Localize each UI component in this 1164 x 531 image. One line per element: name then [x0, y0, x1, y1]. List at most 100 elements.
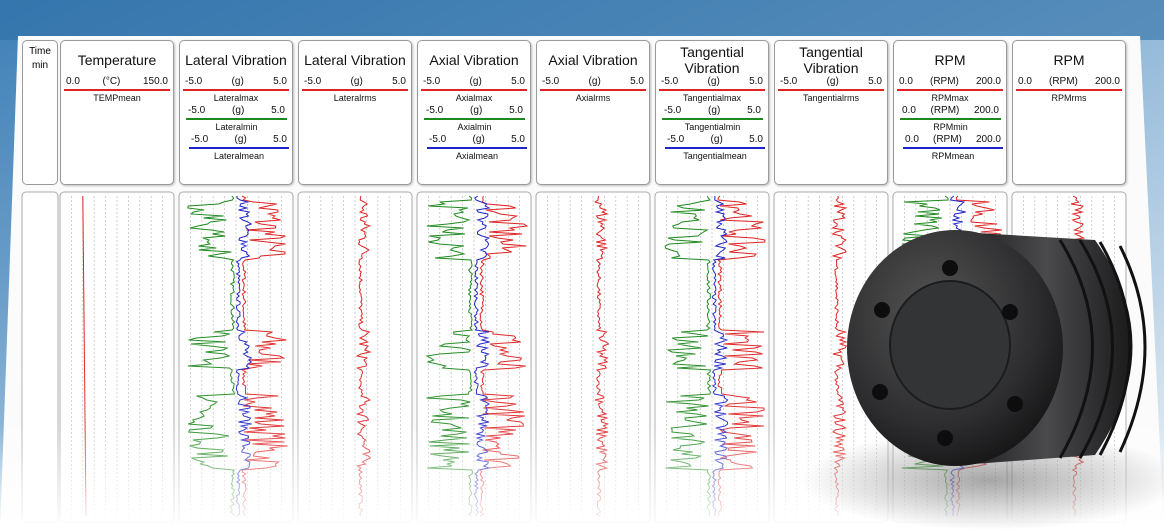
- scale-unit: (g): [472, 134, 485, 145]
- time-header: Time min: [22, 40, 58, 185]
- scale-unit: (g): [826, 76, 839, 87]
- scale-max: 5.0: [511, 76, 525, 87]
- scale-row: -5.0 (g) 5.0: [665, 134, 765, 146]
- scale: -5.0 (g) 5.0 Lateralmin: [186, 105, 287, 134]
- scale: -5.0 (g) 5.0 Lateralmax: [183, 76, 289, 105]
- track-header: Temperature 0.0 (°C) 150.0 TEMPmean: [60, 40, 174, 185]
- scale-min: -5.0: [188, 105, 206, 116]
- scale-row: -5.0 (g) 5.0: [183, 76, 289, 88]
- curve-name: TEMPmean: [93, 93, 141, 103]
- scale-line: [903, 147, 1003, 149]
- scale-unit: (g): [707, 76, 720, 87]
- scale-unit: (RPM): [930, 105, 960, 116]
- scale-max: 5.0: [868, 76, 882, 87]
- scale-row: 0.0 (RPM) 200.0: [897, 76, 1003, 88]
- curve-name: RPMmean: [931, 151, 975, 161]
- track-header: RPM 0.0 (RPM) 200.0 RPMmax 0.0 (RPM) 200.0 RPMmi…: [893, 40, 1007, 185]
- scale-unit: (g): [470, 105, 483, 116]
- scale-row: -5.0 (g) 5.0: [302, 76, 408, 88]
- scale-line: [302, 89, 408, 91]
- scale-min: -5.0: [426, 105, 444, 116]
- scale: 0.0 (RPM) 200.0 RPMmean: [903, 134, 1003, 163]
- scale-unit: (g): [588, 76, 601, 87]
- scale-min: -5.0: [304, 76, 322, 87]
- scale: 0.0 (°C) 150.0 TEMPmean: [64, 76, 170, 105]
- scale-row: -5.0 (g) 5.0: [540, 76, 646, 88]
- scale-max: 5.0: [511, 134, 525, 145]
- scale-line: [900, 118, 1001, 120]
- time-label: Time: [29, 46, 51, 57]
- curve-name: Lateralmin: [215, 122, 258, 132]
- scale-min: 0.0: [899, 76, 913, 87]
- curve-name: Lateralmax: [213, 93, 259, 103]
- track-title: Tangential Vibration: [799, 44, 863, 76]
- scale-row: -5.0 (g) 5.0: [778, 76, 884, 88]
- scale-max: 5.0: [630, 76, 644, 87]
- scale-min: -5.0: [661, 76, 679, 87]
- scale-row: -5.0 (g) 5.0: [659, 76, 765, 88]
- scale: -5.0 (g) 5.0 Tangentialmin: [662, 105, 763, 134]
- scale: 0.0 (RPM) 200.0 RPMmax: [897, 76, 1003, 105]
- scale-line: [540, 89, 646, 91]
- curve-name: RPMrms: [1051, 93, 1087, 103]
- scale-max: 5.0: [392, 76, 406, 87]
- scale-unit: (°C): [102, 76, 121, 87]
- track-header: Axial Vibration -5.0 (g) 5.0 Axialmax -5.0 (g)…: [417, 40, 531, 185]
- scale-line: [183, 89, 289, 91]
- curve-name: Tangentialmin: [684, 122, 741, 132]
- scale-max: 5.0: [273, 134, 287, 145]
- scale: -5.0 (g) 5.0 Lateralrms: [302, 76, 408, 105]
- scale-max: 200.0: [973, 105, 999, 116]
- scale-unit: (g): [231, 76, 244, 87]
- scale-max: 5.0: [749, 76, 763, 87]
- scale-min: -5.0: [185, 76, 203, 87]
- track-title: RPM: [934, 52, 966, 68]
- scale-line: [665, 147, 765, 149]
- device: [800, 230, 1164, 530]
- track-title: Lateral Vibration: [304, 52, 406, 68]
- scale-unit: (g): [232, 105, 245, 116]
- scale: -5.0 (g) 5.0 Axialmin: [424, 105, 525, 134]
- curve-name: Tangentialrms: [802, 93, 860, 103]
- track-header: Tangential Vibration -5.0 (g) 5.0 Tangential…: [774, 40, 888, 185]
- scale-row: -5.0 (g) 5.0: [427, 134, 527, 146]
- scale-min: 0.0: [1018, 76, 1032, 87]
- scale-line: [897, 89, 1003, 91]
- scale-min: -5.0: [542, 76, 560, 87]
- scale-unit: (g): [350, 76, 363, 87]
- scale-unit: (g): [710, 134, 723, 145]
- scale-line: [427, 147, 527, 149]
- track-header: Lateral Vibration -5.0 (g) 5.0 Lateralrms: [298, 40, 412, 185]
- scale-max: 150.0: [142, 76, 168, 87]
- scale-row: 0.0 (RPM) 200.0: [1016, 76, 1122, 88]
- curve-name: RPMmin: [933, 122, 968, 132]
- scale-min: 0.0: [905, 134, 919, 145]
- track-header: Tangential Vibration -5.0 (g) 5.0 Tangential…: [655, 40, 769, 185]
- scale-line: [64, 89, 170, 91]
- scale-line: [424, 118, 525, 120]
- scale-row: -5.0 (g) 5.0: [189, 134, 289, 146]
- time-unit: min: [31, 60, 49, 71]
- scale-min: -5.0: [429, 134, 447, 145]
- track-title: Axial Vibration: [429, 52, 519, 68]
- scale-row: -5.0 (g) 5.0: [662, 105, 763, 117]
- track-title: Temperature: [77, 52, 157, 68]
- scale-row: -5.0 (g) 5.0: [421, 76, 527, 88]
- scale-max: 5.0: [273, 76, 287, 87]
- scale-max: 5.0: [749, 134, 763, 145]
- curve-name: RPMmax: [931, 93, 969, 103]
- track-title: RPM: [1053, 52, 1085, 68]
- scale-row: 0.0 (RPM) 200.0: [900, 105, 1001, 117]
- scale: -5.0 (g) 5.0 Axialmax: [421, 76, 527, 105]
- scale-min: -5.0: [780, 76, 798, 87]
- track-title: Axial Vibration: [548, 52, 638, 68]
- scale-unit: (g): [469, 76, 482, 87]
- track-header: RPM 0.0 (RPM) 200.0 RPMrms: [1012, 40, 1126, 185]
- curve-name: Lateralrms: [333, 93, 377, 103]
- top-band: [0, 0, 1164, 40]
- scale-row: 0.0 (°C) 150.0: [64, 76, 170, 88]
- scale-unit: (g): [234, 134, 247, 145]
- scale-unit: (RPM): [1048, 76, 1078, 87]
- scale: 0.0 (RPM) 200.0 RPMmin: [900, 105, 1001, 134]
- scale: -5.0 (g) 5.0 Tangentialrms: [778, 76, 884, 105]
